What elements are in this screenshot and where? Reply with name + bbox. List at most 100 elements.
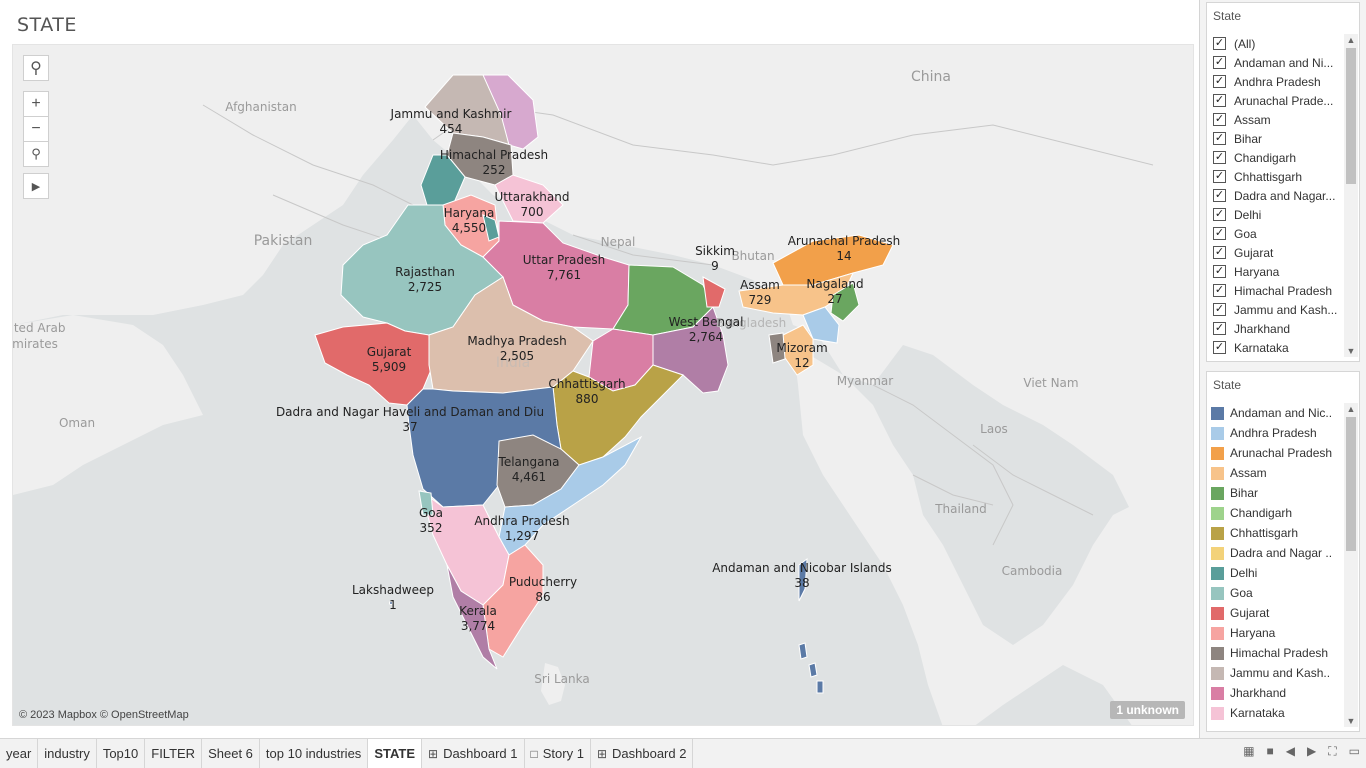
filter-item[interactable]: ✓ Andhra Pradesh [1207,72,1343,91]
fit-icon[interactable]: ⛶ [1328,744,1337,758]
checkbox-checked-icon[interactable]: ✓ [1213,246,1226,259]
zoom-out-button[interactable]: − [23,116,49,142]
scroll-down-icon[interactable]: ▼ [1346,346,1356,356]
legend-item[interactable]: Himachal Pradesh [1207,643,1343,663]
sheet-tab[interactable]: Top10 [97,739,146,768]
sheet-tab[interactable]: top 10 industries [260,739,369,768]
filter-item[interactable]: ✓ Chhattisgarh [1207,167,1343,186]
legend-item[interactable]: Assam [1207,463,1343,483]
checkbox-checked-icon[interactable]: ✓ [1213,189,1226,202]
sheet-tab[interactable]: FILTER [145,739,203,768]
filter-item[interactable]: ✓ Karnataka [1207,338,1343,357]
legend-scroll-thumb[interactable] [1346,417,1356,551]
state-name: Haryana [443,206,495,220]
checkbox-checked-icon[interactable]: ✓ [1213,341,1226,354]
filter-item[interactable]: ✓ Haryana [1207,262,1343,281]
sheet-tab[interactable]: industry [38,739,97,768]
legend-item-label: Arunachal Pradesh [1230,446,1333,460]
legend-item[interactable]: Haryana [1207,623,1343,643]
state-value: 4,550 [451,221,487,235]
legend-item[interactable]: Delhi [1207,563,1343,583]
state-value: 880 [575,392,599,406]
map-view[interactable]: China Afghanistan Pakistan Nepal Bhutan … [12,44,1194,726]
filter-item[interactable]: ✓ Delhi [1207,205,1343,224]
country-label-pakistan: Pakistan [253,233,313,249]
checkbox-checked-icon[interactable]: ✓ [1213,75,1226,88]
filter-item[interactable]: ✓ Jammu and Kash... [1207,300,1343,319]
filter-item[interactable]: ✓ Himachal Pradesh [1207,281,1343,300]
country-label-bangladesh: Bangladesh [715,316,787,330]
next-sheet-icon[interactable]: ▶ [1307,744,1317,758]
filter-item[interactable]: ✓ Bihar [1207,129,1343,148]
legend-item[interactable]: Andaman and Nic.. [1207,403,1343,423]
sheet-tab[interactable]: Sheet 6 [202,739,260,768]
filter-item[interactable]: ✓ Chandigarh [1207,148,1343,167]
checkbox-checked-icon[interactable]: ✓ [1213,322,1226,335]
pin-icon: ⚲ [31,146,41,161]
checkbox-checked-icon[interactable]: ✓ [1213,94,1226,107]
legend-item[interactable]: Jharkhand [1207,683,1343,703]
legend-item[interactable]: Goa [1207,583,1343,603]
checkbox-checked-icon[interactable]: ✓ [1213,227,1226,240]
legend-item[interactable]: Chandigarh [1207,503,1343,523]
unknown-indicator[interactable]: 1 unknown [1110,701,1185,719]
sheet-tab[interactable]: year [0,739,39,768]
legend-scrollbar[interactable]: ▲ ▼ [1344,403,1358,727]
sheet-tab-label: Sheet 6 [208,746,253,761]
legend-item[interactable]: Dadra and Nagar .. [1207,543,1343,563]
sheet-tab[interactable]: STATE [368,739,422,768]
filmstrip-icon[interactable]: ■ [1266,744,1274,758]
filter-scrollbar[interactable]: ▲ ▼ [1344,34,1358,357]
grid-view-icon[interactable]: ▦ [1243,744,1255,758]
checkbox-checked-icon[interactable]: ✓ [1213,132,1226,145]
scroll-down-icon[interactable]: ▼ [1346,716,1356,726]
sheet-tab[interactable]: □ Story 1 [525,739,591,768]
legend-swatch [1211,706,1224,720]
zoom-in-button[interactable]: + [23,91,49,117]
legend-swatch [1211,546,1224,560]
filter-item[interactable]: ✓ Arunachal Prade... [1207,91,1343,110]
legend-item[interactable]: Arunachal Pradesh [1207,443,1343,463]
checkbox-checked-icon[interactable]: ✓ [1213,151,1226,164]
play-icon: ▶ [31,180,41,193]
filter-item[interactable]: ✓ Assam [1207,110,1343,129]
legend-list: Andaman and Nic.. Andhra Pradesh Arunachal… [1207,403,1343,727]
expand-toolbar-button[interactable]: ▶ [23,173,49,199]
checkbox-checked-icon[interactable]: ✓ [1213,284,1226,297]
filter-item[interactable]: ✓ Gujarat [1207,243,1343,262]
legend-item[interactable]: Karnataka [1207,703,1343,723]
map-search-button[interactable]: ⚲ [23,55,49,81]
legend-item[interactable]: Andhra Pradesh [1207,423,1343,443]
sheet-tab[interactable]: ⊞ Dashboard 2 [591,739,694,768]
map-attribution[interactable]: © 2023 Mapbox © OpenStreetMap [19,709,189,721]
checkbox-checked-icon[interactable]: ✓ [1213,113,1226,126]
previous-sheet-icon[interactable]: ◀ [1285,744,1296,758]
state-label: Telangana 4,461 [499,455,560,485]
checkbox-checked-icon[interactable]: ✓ [1213,37,1226,50]
filter-item-label: Gujarat [1234,245,1274,260]
scroll-up-icon[interactable]: ▲ [1346,404,1356,414]
sheet-tab[interactable]: ⊞ Dashboard 1 [422,739,525,768]
checkbox-checked-icon[interactable]: ✓ [1213,170,1226,183]
legend-item[interactable]: Gujarat [1207,603,1343,623]
filter-item-label: Chhattisgarh [1234,169,1303,184]
legend-item[interactable]: Jammu and Kash.. [1207,663,1343,683]
checkbox-checked-icon[interactable]: ✓ [1213,208,1226,221]
legend-item[interactable]: Bihar [1207,483,1343,503]
filter-item[interactable]: ✓ Dadra and Nagar... [1207,186,1343,205]
legend-item[interactable]: Chhattisgarh [1207,523,1343,543]
filter-scroll-thumb[interactable] [1346,48,1356,184]
filter-item[interactable]: ✓ (All) [1207,34,1343,53]
checkbox-checked-icon[interactable]: ✓ [1213,303,1226,316]
legend-item[interactable]: Kerala [1207,723,1343,727]
filter-item[interactable]: ✓ Jharkhand [1207,319,1343,338]
state-label: Puducherry 86 [509,575,577,605]
checkbox-checked-icon[interactable]: ✓ [1213,265,1226,278]
presentation-icon[interactable]: ▭ [1348,744,1360,758]
filter-item[interactable]: ✓ Andaman and Ni... [1207,53,1343,72]
scroll-up-icon[interactable]: ▲ [1346,35,1356,45]
checkbox-checked-icon[interactable]: ✓ [1213,56,1226,69]
pin-map-button[interactable]: ⚲ [23,141,49,167]
country-label-sri-lanka: Sri Lanka [534,672,590,686]
filter-item[interactable]: ✓ Goa [1207,224,1343,243]
